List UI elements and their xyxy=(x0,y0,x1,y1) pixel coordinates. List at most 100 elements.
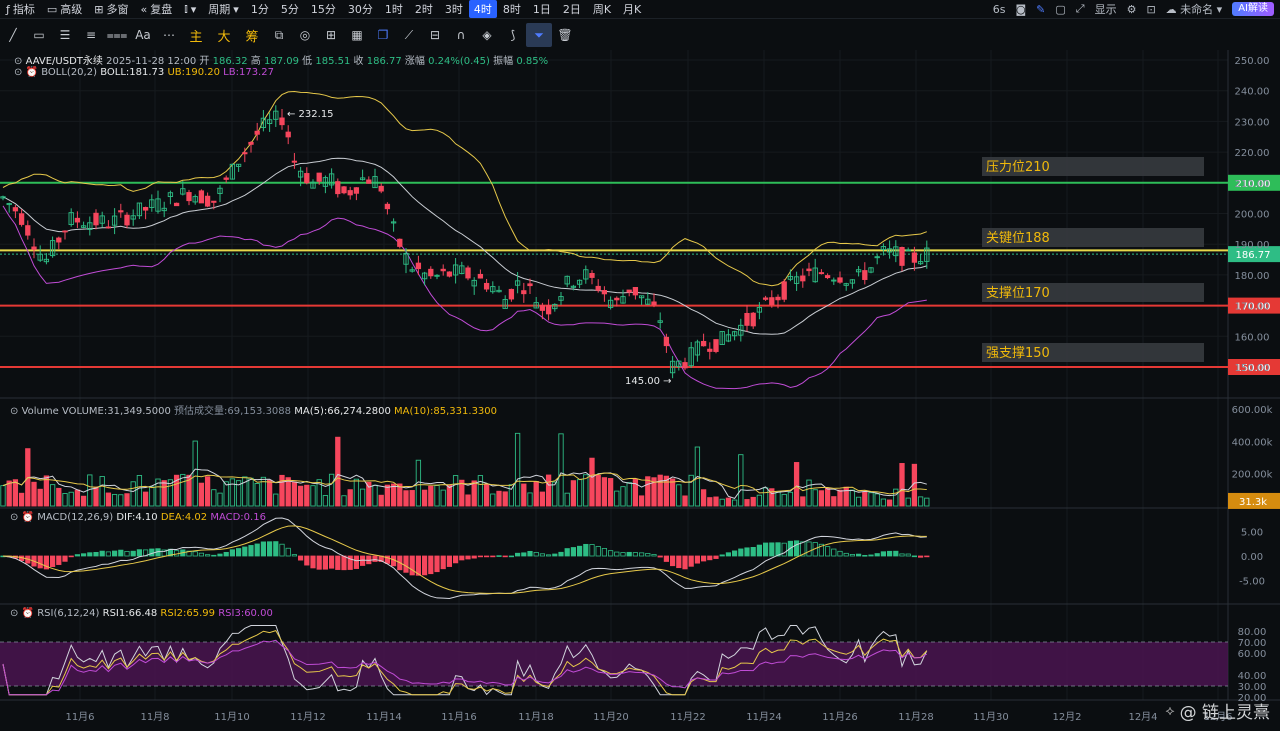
candle-body xyxy=(874,256,880,259)
copy-icon[interactable]: ❐ xyxy=(377,28,389,42)
volume-bar xyxy=(843,486,849,507)
volume-bar xyxy=(583,474,589,507)
grid-toggle-icon[interactable]: ⊞ xyxy=(325,28,337,42)
brush-icon[interactable]: ⟆ xyxy=(510,28,516,42)
volume-bars: 31.3k xyxy=(0,432,1280,509)
volume-bar xyxy=(849,489,856,507)
interval-2d[interactable]: 2日 xyxy=(562,3,581,16)
eye-icon[interactable]: ◎ xyxy=(299,28,311,42)
interval-15m[interactable]: 15分 xyxy=(310,3,336,16)
rectangle-icon[interactable]: ▭ xyxy=(33,28,45,42)
calculator-icon[interactable]: ▦ xyxy=(351,28,363,42)
candle-body xyxy=(279,117,285,126)
replay-button[interactable]: «复盘 xyxy=(140,2,173,17)
candle-body xyxy=(285,131,291,138)
interval-1mo[interactable]: 月K xyxy=(623,3,642,16)
collapse-icon[interactable]: ⊙ xyxy=(10,608,19,619)
macd-tick-label: 5.00 xyxy=(1241,528,1263,539)
ruler-icon[interactable]: ⟋ xyxy=(404,27,414,42)
display-button[interactable]: 显示 xyxy=(1094,3,1117,16)
collapse-icon[interactable]: ⊙ xyxy=(10,406,19,417)
collapse-icon[interactable]: ⊙ xyxy=(14,56,23,67)
chip-distribution-button[interactable]: 筹 xyxy=(245,29,259,45)
macd-histogram-bar xyxy=(297,555,304,561)
text-tool-icon[interactable]: Aa xyxy=(135,28,151,42)
volume-bar xyxy=(99,476,105,507)
interval-1h[interactable]: 1时 xyxy=(384,3,403,16)
layers-icon[interactable]: ◈ xyxy=(482,28,492,42)
interval-1m[interactable]: 1分 xyxy=(250,3,269,16)
current-price-tag xyxy=(1228,246,1280,263)
macd-histogram-bar xyxy=(186,550,192,557)
interval-5m[interactable]: 5分 xyxy=(280,3,299,16)
candle-body xyxy=(25,225,31,236)
workspace-dropdown[interactable]: ☁ 未命名 ▾ xyxy=(1165,3,1223,16)
date-tick-label: 12月2 xyxy=(1052,711,1081,723)
refresh-interval[interactable]: 6s xyxy=(992,2,1006,16)
candle-body xyxy=(645,298,651,305)
macd-histogram-bar xyxy=(223,551,229,557)
macd-histogram-bar xyxy=(719,554,725,557)
macd-histogram-bar xyxy=(508,555,515,558)
interval-1d[interactable]: 1日 xyxy=(532,3,551,16)
interval-2h[interactable]: 2时 xyxy=(414,3,433,16)
magnet-icon[interactable]: ∩ xyxy=(456,28,466,42)
candle-body xyxy=(626,289,632,293)
macd-legend: ⊙ ⏰ MACD(12,26,9) DIF:4.10 DEA:4.02 MACD… xyxy=(10,512,266,523)
camera-icon[interactable]: ◙ xyxy=(1015,2,1027,16)
interval-dropdown[interactable]: 周期 ▾ xyxy=(208,2,239,17)
macd-histogram-bar xyxy=(483,555,490,558)
level-label-box xyxy=(982,343,1204,362)
interval-30m[interactable]: 30分 xyxy=(347,3,373,16)
horizontal-lines-icon[interactable]: ☰ xyxy=(59,28,71,42)
fib-icon[interactable]: ⩶ xyxy=(106,27,128,42)
candle-body xyxy=(180,188,186,195)
candle-body xyxy=(855,269,862,273)
filter-icon[interactable]: ⏷ xyxy=(526,23,552,47)
volume-ma10-line xyxy=(2,472,927,495)
candle-body xyxy=(868,267,874,273)
macd-histogram-bar xyxy=(707,555,713,561)
interval-8h[interactable]: 8时 xyxy=(502,3,521,16)
volume-bar xyxy=(552,481,558,507)
compare-icon[interactable]: ⧉ xyxy=(274,27,284,42)
interval-4h[interactable]: 4时 xyxy=(468,0,497,18)
trend-line-icon[interactable]: ╱ xyxy=(9,28,17,42)
channel-icon[interactable]: ≡ xyxy=(85,28,97,42)
volume-bar xyxy=(893,488,899,507)
rsi24-line xyxy=(2,639,928,696)
layout-icon[interactable]: ⊡ xyxy=(1146,2,1156,16)
macd-histogram-bar xyxy=(217,553,223,557)
date-tick-label: 11月20 xyxy=(593,711,628,723)
ai-explain-button[interactable]: AI解读 xyxy=(1232,2,1274,16)
interval-1w[interactable]: 周K xyxy=(592,3,612,16)
lock-icon[interactable]: ⊟ xyxy=(429,28,441,42)
chart-type-button[interactable]: ⫾ ▾ xyxy=(178,2,202,16)
collapse-icon[interactable]: ⊙ xyxy=(10,512,19,523)
multi-window-button[interactable]: ⊞ 多窗 xyxy=(94,2,129,17)
note-icon[interactable]: ▢ xyxy=(1055,2,1066,16)
candle-body xyxy=(762,297,769,300)
main-chart-button[interactable]: 主 xyxy=(189,29,203,45)
pen-icon[interactable]: ✎ xyxy=(1036,2,1046,16)
interval-3h[interactable]: 3时 xyxy=(444,3,463,16)
fullscreen-icon[interactable]: ⤢ xyxy=(1075,2,1085,15)
collapse-icon[interactable]: ⊙ xyxy=(14,67,23,78)
more-icon[interactable]: ⋯ xyxy=(163,28,175,42)
candle-body xyxy=(211,200,217,203)
volume-bar xyxy=(80,495,87,507)
alarm-icon[interactable]: ⏰ xyxy=(21,512,35,523)
alarm-icon[interactable]: ⏰ xyxy=(25,67,39,78)
volume-bar xyxy=(192,440,198,507)
alarm-icon[interactable]: ⏰ xyxy=(21,608,35,619)
indicator-button[interactable]: ƒ 指标 xyxy=(6,2,35,17)
macd-histogram-bar xyxy=(800,541,806,557)
trash-icon[interactable]: 🗑 xyxy=(557,28,573,42)
candle-body xyxy=(93,212,99,226)
macd-histogram-bar xyxy=(874,553,880,557)
large-order-button[interactable]: 大 xyxy=(217,29,231,45)
settings-icon[interactable]: ⚙ xyxy=(1126,2,1137,16)
advanced-button[interactable]: ▭ 高级 xyxy=(46,2,83,17)
candle-body xyxy=(831,279,837,282)
